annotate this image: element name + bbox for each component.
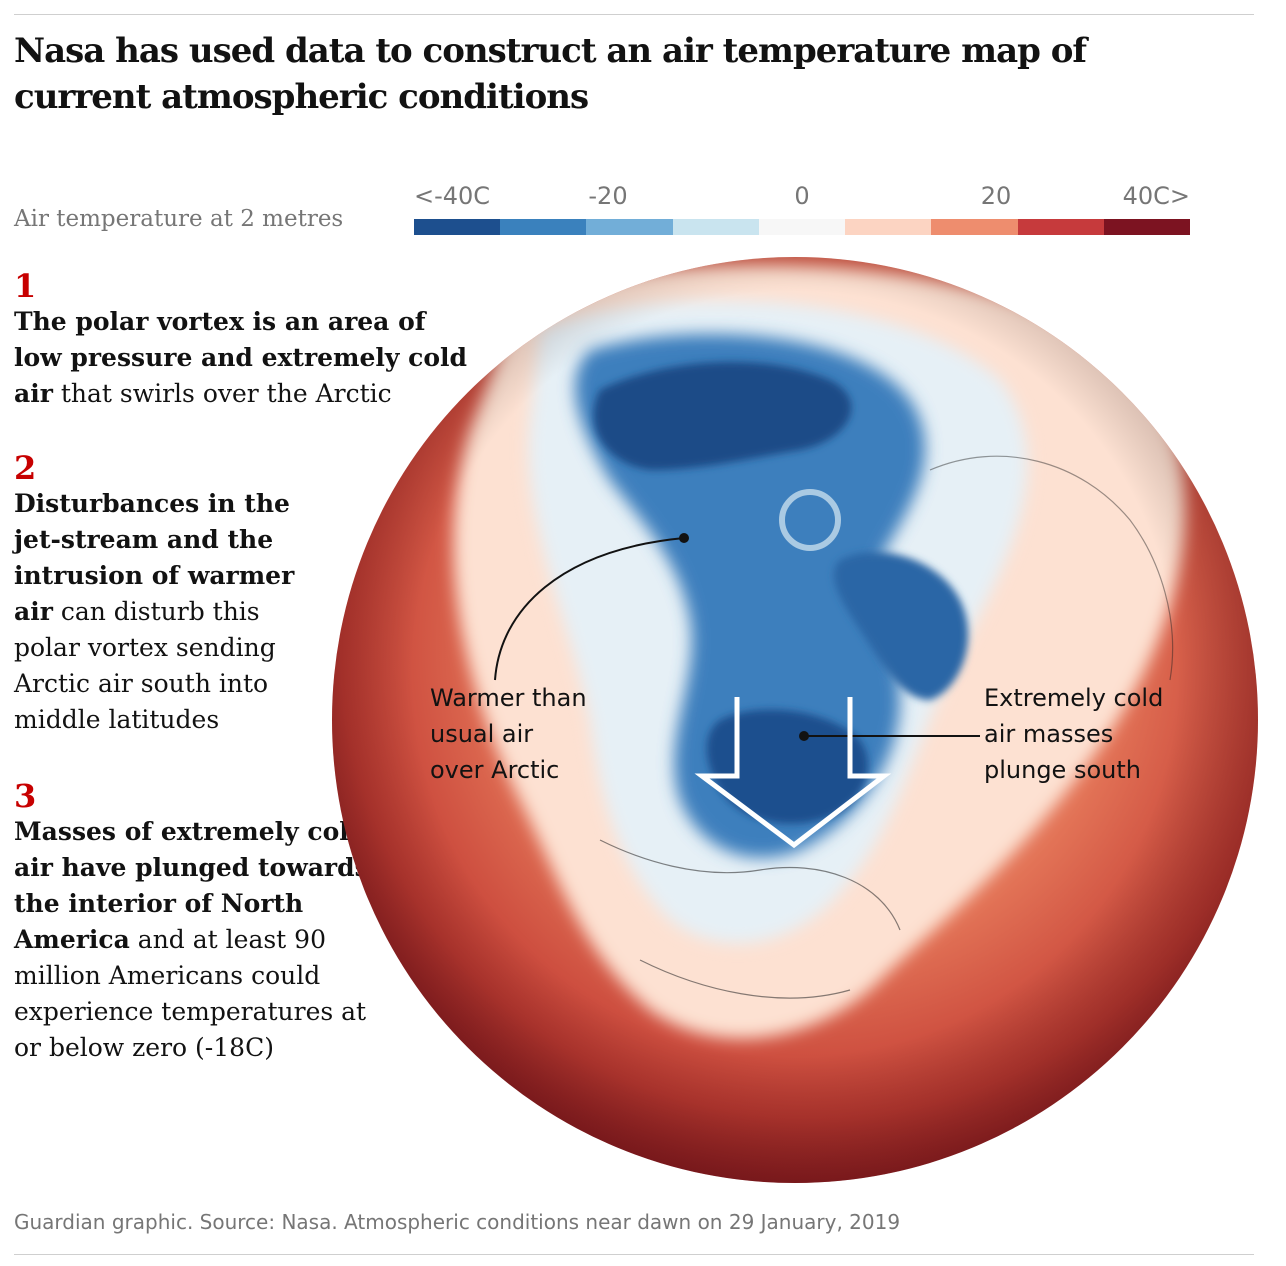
tick-label: 40C>	[1122, 182, 1190, 210]
legend-title: Air temperature at 2 metres	[14, 206, 344, 232]
note-rest: that swirls over the Arctic	[52, 379, 392, 408]
greenland-cold	[833, 552, 969, 700]
leader-dot-cold	[799, 731, 809, 741]
note-number: 1	[14, 267, 37, 305]
annotation-warm-air: Warmer than usual air over Arctic	[430, 680, 587, 788]
color-swatch	[1103, 219, 1190, 235]
color-swatch	[672, 219, 759, 235]
annotation-line: plunge south	[984, 756, 1141, 784]
tick-label: 0	[794, 182, 810, 210]
note-text: The polar vortex is an area of low press…	[14, 304, 474, 412]
vortex-swirl	[779, 489, 841, 551]
note-number: 3	[14, 777, 37, 815]
leader-line-warm	[494, 537, 685, 681]
leader-dot-warm	[679, 533, 689, 543]
very-cold-core-north	[593, 361, 852, 470]
color-swatch	[845, 219, 932, 235]
annotation-line: over Arctic	[430, 756, 560, 784]
color-swatch	[758, 219, 846, 235]
note-1: 1 The polar vortex is an area of low pre…	[14, 268, 474, 412]
annotation-cold-air: Extremely cold air masses plunge south	[984, 680, 1163, 788]
note-number: 2	[14, 449, 37, 487]
tick-label: <-40C	[414, 182, 491, 210]
temperature-field	[453, 264, 1186, 1039]
note-3: 3 Masses of extremely cold air have plun…	[14, 778, 384, 1066]
note-bold: Disturbances in the jet-stream and the i…	[14, 489, 295, 626]
note-text: Masses of extremely cold air have plunge…	[14, 814, 384, 1066]
source-footer: Guardian graphic. Source: Nasa. Atmosphe…	[14, 1210, 901, 1234]
annotation-line: usual air	[430, 720, 534, 748]
note-bold: Masses of extremely cold air have plunge…	[14, 817, 369, 954]
legend-tick-labels: <-40C -20 0 20 40C>	[414, 182, 1190, 212]
color-swatch	[931, 219, 1018, 235]
tick-label: -20	[588, 182, 628, 210]
color-swatch	[500, 219, 587, 235]
annotation-line: air masses	[984, 720, 1114, 748]
color-swatch	[1017, 219, 1104, 235]
pale-cold-zone	[528, 300, 1028, 944]
cold-air-mass	[575, 334, 926, 858]
very-cold-core-south	[706, 709, 868, 824]
annotation-line: Extremely cold	[984, 684, 1164, 712]
color-swatch	[586, 219, 673, 235]
top-rule	[14, 14, 1254, 15]
coastline-north-america	[599, 839, 901, 999]
color-scale-bar	[414, 219, 1190, 235]
pale-warm-zone	[453, 264, 1186, 1039]
note-2: 2 Disturbances in the jet-stream and the…	[14, 450, 314, 738]
coastline-europe	[929, 455, 1174, 681]
color-swatch	[414, 219, 501, 235]
note-rest: can disturb this polar vortex sending Ar…	[14, 597, 276, 734]
tick-label: 20	[980, 182, 1012, 210]
annotation-line: Warmer than	[430, 684, 587, 712]
note-text: Disturbances in the jet-stream and the i…	[14, 486, 314, 738]
note-rest: and at least 90 million Americans could …	[14, 925, 367, 1062]
page-title: Nasa has used data to construct an air t…	[14, 31, 1087, 117]
bottom-rule	[14, 1254, 1254, 1255]
down-arrow	[694, 697, 892, 849]
